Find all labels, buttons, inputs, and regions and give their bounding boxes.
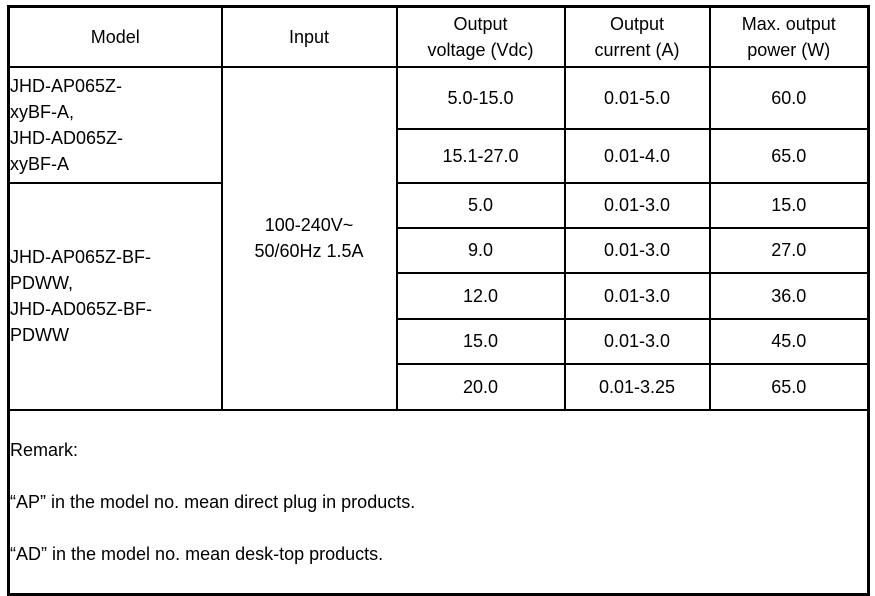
remark-title: Remark: <box>10 439 79 460</box>
voltage-cell: 5.0 <box>395 181 566 229</box>
col-header-power: Max. output power (W) <box>708 5 870 68</box>
voltage-cell: 20.0 <box>395 362 566 411</box>
col-header-voltage: Output voltage (Vdc) <box>395 5 566 68</box>
input-cell: 100-240V~ 50/60Hz 1.5A <box>220 65 398 411</box>
voltage-cell: 5.0-15.0 <box>395 65 566 130</box>
power-cell: 36.0 <box>708 271 870 320</box>
voltage-cell: 12.0 <box>395 271 566 320</box>
power-spec-table: Model Input Output voltage (Vdc) Output … <box>7 5 870 596</box>
power-cell: 45.0 <box>708 317 870 365</box>
current-cell: 0.01-3.0 <box>563 226 711 274</box>
remark-cell: Remark: “AP” in the model no. mean direc… <box>7 408 870 595</box>
power-cell: 60.0 <box>708 65 870 130</box>
model-group-2-cell: JHD-AP065Z-BF- PDWW, JHD-AD065Z-BF- PDWW <box>7 181 223 411</box>
current-cell: 0.01-5.0 <box>563 65 711 130</box>
power-cell: 27.0 <box>708 226 870 274</box>
voltage-cell: 15.0 <box>395 317 566 365</box>
remark-line-1: “AP” in the model no. mean direct plug i… <box>10 491 416 512</box>
col-header-current: Output current (A) <box>563 5 711 68</box>
spec-table-container: Model Input Output voltage (Vdc) Output … <box>7 5 870 596</box>
table-row: 12.0 0.01-3.0 36.0 <box>9 271 870 320</box>
voltage-cell: 15.1-27.0 <box>395 127 566 184</box>
model-group-1-cell: JHD-AP065Z- xyBF-A, JHD-AD065Z- xyBF-A <box>7 65 223 184</box>
col-header-input: Input <box>220 5 398 68</box>
remark-row: Remark: “AP” in the model no. mean direc… <box>7 408 870 595</box>
current-cell: 0.01-3.0 <box>563 181 711 229</box>
header-row: Model Input Output voltage (Vdc) Output … <box>7 5 870 68</box>
col-header-model: Model <box>7 5 223 68</box>
table-row: 15.0 0.01-3.0 45.0 <box>9 317 870 365</box>
current-cell: 0.01-3.0 <box>563 317 711 365</box>
table-row: 9.0 0.01-3.0 27.0 <box>9 226 870 274</box>
power-cell: 65.0 <box>708 362 870 411</box>
table-row: JHD-AP065Z- xyBF-A, JHD-AD065Z- xyBF-A 1… <box>7 65 870 411</box>
current-cell: 0.01-3.0 <box>563 271 711 320</box>
table-row: 15.1-27.0 0.01-4.0 65.0 <box>9 127 870 184</box>
power-cell: 65.0 <box>708 127 870 184</box>
remark-line-2: “AD” in the model no. mean desk-top prod… <box>10 543 384 564</box>
current-cell: 0.01-3.25 <box>563 362 711 411</box>
table-row: JHD-AP065Z-BF- PDWW, JHD-AD065Z-BF- PDWW… <box>7 181 870 411</box>
table-row: 20.0 0.01-3.25 65.0 <box>9 362 870 411</box>
voltage-cell: 9.0 <box>395 226 566 274</box>
current-cell: 0.01-4.0 <box>563 127 711 184</box>
power-cell: 15.0 <box>708 181 870 229</box>
